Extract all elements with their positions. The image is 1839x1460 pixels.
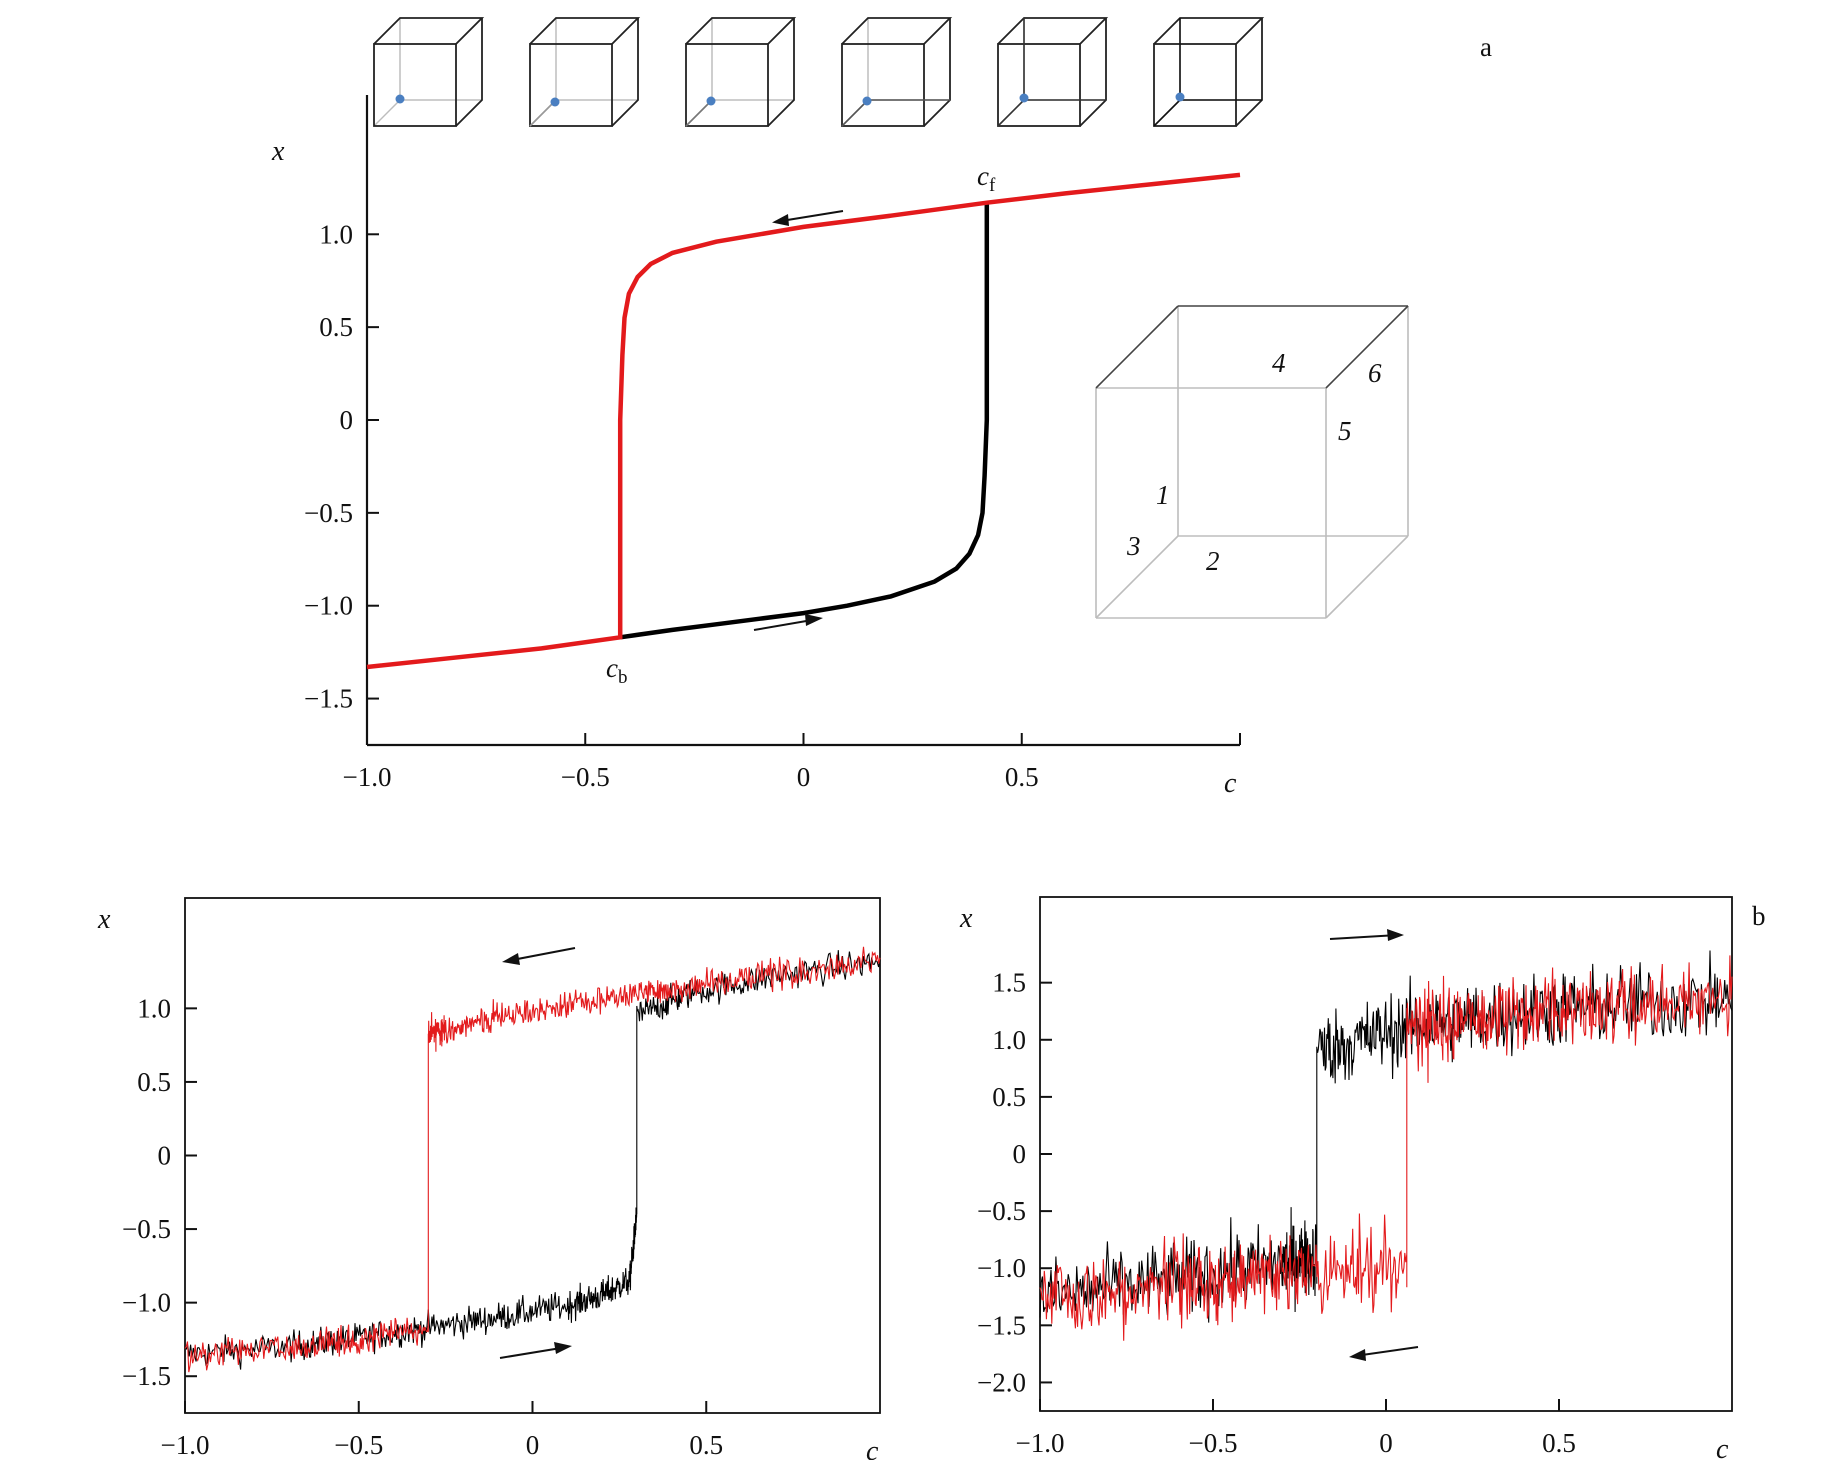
x-tick-label: 0 xyxy=(797,762,811,792)
x-tick-label: 0.5 xyxy=(1542,1428,1576,1458)
top-cube-5 xyxy=(997,17,1109,127)
panel-b-right-arrow-backward xyxy=(1349,1346,1419,1361)
edge-label-3: 3 xyxy=(1126,531,1141,561)
x-tick-label: −0.5 xyxy=(334,1430,383,1460)
inset-cube: 1 2 3 4 5 6 xyxy=(1095,305,1409,619)
state-point xyxy=(395,94,405,104)
x-tick-label: 0.5 xyxy=(689,1430,723,1460)
state-point xyxy=(1175,92,1185,102)
x-tick-label: −1.0 xyxy=(1016,1428,1065,1458)
y-tick-label: 0.5 xyxy=(319,312,353,342)
panel-b-right-arrow-forward xyxy=(1329,929,1404,941)
panel-a-arrow-forward xyxy=(753,614,823,631)
state-point xyxy=(550,97,560,107)
edge-label-5: 5 xyxy=(1338,416,1352,446)
panel-a-label: a xyxy=(1480,32,1492,62)
panel-b-left-arrow-forward xyxy=(499,1342,572,1359)
panel-b-left-ticks: 1.0 0.5 0 −0.5 −1.0 −1.5 −1.0 −0.5 0 0.5 xyxy=(122,993,723,1460)
panel-a-x-var: c xyxy=(1224,768,1237,799)
edge-label-1: 1 xyxy=(1156,480,1170,510)
top-cubes xyxy=(373,17,1265,127)
panel-a-y-var: x xyxy=(271,136,285,167)
top-cube-2 xyxy=(529,17,641,127)
edge-label-6: 6 xyxy=(1368,358,1382,388)
state-point xyxy=(706,96,716,106)
cf-label: cf xyxy=(977,161,996,196)
y-tick-label: 1.0 xyxy=(319,219,353,249)
cb-label: cb xyxy=(606,653,627,688)
panel-b-right-x-var: c xyxy=(1716,1434,1729,1460)
panel-b-right-ticks: 1.5 1.0 0.5 0 −0.5 −1.0 −1.5 −2.0 −1.0 −0.5 0 0.5 xyxy=(977,968,1576,1458)
panel-b-right-plot xyxy=(1039,950,1733,1341)
panel-b-left-plot xyxy=(184,946,881,1373)
y-tick-label: −1.0 xyxy=(977,1253,1026,1283)
y-tick-label: −1.0 xyxy=(304,591,353,621)
panel-b-left-x-var: c xyxy=(866,1436,879,1460)
panel-b-label: b xyxy=(1752,901,1766,931)
y-tick-label: 1.5 xyxy=(992,968,1026,998)
y-tick-label: 0 xyxy=(158,1141,172,1171)
panel-a-backward-curve xyxy=(366,172,1241,670)
panel-b-right: 1.5 1.0 0.5 0 −0.5 −1.0 −1.5 −2.0 −1.0 −0.5 0 0.5 x… xyxy=(959,896,1766,1460)
panel-b-left-arrow-backward xyxy=(502,947,576,965)
y-tick-label: 1.0 xyxy=(137,993,171,1023)
y-tick-label: −1.5 xyxy=(122,1361,171,1391)
y-tick-label: −1.5 xyxy=(304,684,353,714)
panel-b-left-y-var: x xyxy=(97,904,111,935)
x-tick-label: −1.0 xyxy=(343,762,392,792)
y-tick-label: −1.5 xyxy=(977,1310,1026,1340)
panel-b-right-frame xyxy=(1039,896,1733,1412)
y-tick-label: 0.5 xyxy=(992,1082,1026,1112)
edge-label-4: 4 xyxy=(1272,348,1286,378)
top-cube-4 xyxy=(841,17,953,127)
x-tick-label: −1.0 xyxy=(161,1430,210,1460)
state-point xyxy=(1019,93,1029,103)
y-tick-label: 0.5 xyxy=(137,1067,171,1097)
panel-b-right-y-var: x xyxy=(959,903,973,934)
x-tick-label: −0.5 xyxy=(561,762,610,792)
panel-a-arrow-backward xyxy=(772,210,844,226)
x-tick-label: 0.5 xyxy=(1005,762,1039,792)
panel-a-ticks: 1.0 0.5 0 −0.5 −1.0 −1.5 −1.0 −0.5 0 0.5 xyxy=(304,219,1241,792)
y-tick-label: −0.5 xyxy=(304,498,353,528)
top-cube-6 xyxy=(1153,17,1265,127)
y-tick-label: 1.0 xyxy=(992,1025,1026,1055)
panel-a-forward-curve xyxy=(619,202,990,640)
y-tick-label: 0 xyxy=(340,405,354,435)
top-cube-1 xyxy=(373,17,485,127)
y-tick-label: 0 xyxy=(1013,1139,1027,1169)
x-tick-label: 0 xyxy=(1379,1428,1393,1458)
y-tick-label: −0.5 xyxy=(977,1196,1026,1226)
y-tick-label: −1.0 xyxy=(122,1288,171,1318)
x-tick-label: 0 xyxy=(526,1430,540,1460)
edge-label-2: 2 xyxy=(1206,546,1220,576)
panel-b-left-forward-trace xyxy=(184,950,881,1370)
y-tick-label: −0.5 xyxy=(122,1214,171,1244)
panel-b-right-backward-trace xyxy=(1039,955,1733,1341)
panel-a: a 1.0 0.5 0 −0.5 −1.0 −1.5 −1.0 −0.5 0 0.5 x c cf… xyxy=(271,17,1492,799)
y-tick-label: −2.0 xyxy=(977,1367,1026,1397)
x-tick-label: −0.5 xyxy=(1189,1428,1238,1458)
panel-b-left: 1.0 0.5 0 −0.5 −1.0 −1.5 −1.0 −0.5 0 0.5 x c xyxy=(97,897,881,1460)
panel-b-left-backward-trace xyxy=(184,946,881,1373)
top-cube-3 xyxy=(685,17,797,127)
state-point xyxy=(862,96,872,106)
